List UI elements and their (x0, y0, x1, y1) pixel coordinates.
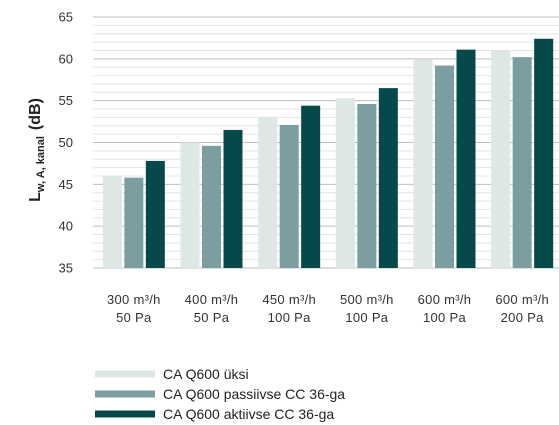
y-tick-label: 50 (59, 135, 73, 150)
y-axis-label-unit: (dB) (27, 98, 44, 130)
x-category-label: 500 m³/h 100 Pa (340, 292, 394, 325)
bar (301, 105, 321, 268)
bar (258, 117, 278, 269)
bar (223, 129, 243, 268)
y-axis-label-sub: w, A, kanal (35, 136, 47, 193)
bar (357, 104, 377, 268)
y-axis-label-main: L (27, 192, 44, 202)
x-category-label: 600 m³/h 100 Pa (418, 292, 472, 325)
bars (102, 38, 554, 269)
y-tick-label: 35 (59, 261, 73, 276)
y-tick-label: 45 (59, 177, 73, 192)
y-tick-label: 40 (59, 219, 73, 234)
grid-lines (93, 16, 559, 269)
bar (279, 124, 299, 269)
bar (413, 59, 433, 268)
bar (335, 98, 355, 268)
x-category-labels: 300 m³/h 50 Pa 400 m³/h 50 Pa 450 m³/h 100 Pa… (107, 292, 549, 325)
legend-swatch (95, 390, 155, 398)
y-tick-label: 65 (59, 10, 73, 25)
legend-swatch (95, 410, 155, 418)
x-category-label: 450 m³/h 100 Pa (262, 292, 316, 325)
x-category-label: 300 m³/h 50 Pa (107, 292, 161, 325)
legend-label: CA Q600 aktiivse CC 36-ga (163, 406, 334, 422)
bar (534, 38, 554, 269)
bar (102, 175, 122, 268)
bar (456, 49, 476, 268)
legend: CA Q600 üksi CA Q600 passiivse CC 36-ga CA… (95, 366, 345, 422)
legend-label: CA Q600 passiivse CC 36-ga (163, 386, 345, 402)
bar (435, 65, 454, 268)
bar (378, 88, 398, 268)
bar (180, 142, 200, 268)
bar (202, 145, 221, 268)
y-axis-label: Lw, A, kanal (dB) (27, 98, 47, 202)
bar (512, 57, 532, 268)
y-tick-label: 60 (59, 51, 73, 66)
x-category-label: 400 m³/h 50 Pa (185, 292, 239, 325)
bar (124, 177, 144, 268)
y-tick-labels: 35 40 45 50 55 60 65 (59, 10, 73, 276)
bar (145, 160, 165, 268)
legend-label: CA Q600 üksi (163, 366, 249, 382)
x-category-label: 600 m³/h 200 Pa (495, 292, 549, 325)
y-tick-label: 55 (59, 93, 73, 108)
legend-swatch (95, 370, 155, 378)
bar (491, 50, 511, 268)
